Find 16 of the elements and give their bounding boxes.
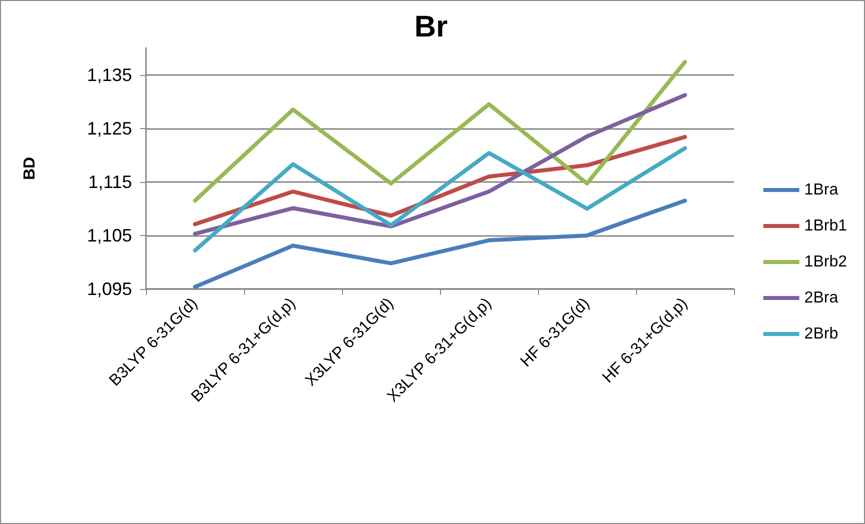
legend-label: 1Brb2 xyxy=(804,254,848,270)
y-axis-title: BD xyxy=(22,156,38,180)
line-series xyxy=(193,198,687,289)
legend-label: 2Bra xyxy=(804,290,838,306)
y-tick-label: 1,125 xyxy=(86,118,132,138)
y-tick-label: 1,095 xyxy=(86,279,132,299)
line-series xyxy=(193,60,687,203)
y-tick-label: 1,115 xyxy=(88,172,132,192)
legend-label: 2Brb xyxy=(804,326,838,342)
legend-label: 1Bra xyxy=(804,182,838,198)
line-series xyxy=(193,146,687,252)
chart-title: Br xyxy=(414,10,448,44)
y-tick-label: 1,135 xyxy=(86,64,132,85)
legend-label: 1Brb1 xyxy=(804,218,848,234)
line-series xyxy=(193,93,687,236)
y-tick-label: 1,105 xyxy=(86,225,132,246)
